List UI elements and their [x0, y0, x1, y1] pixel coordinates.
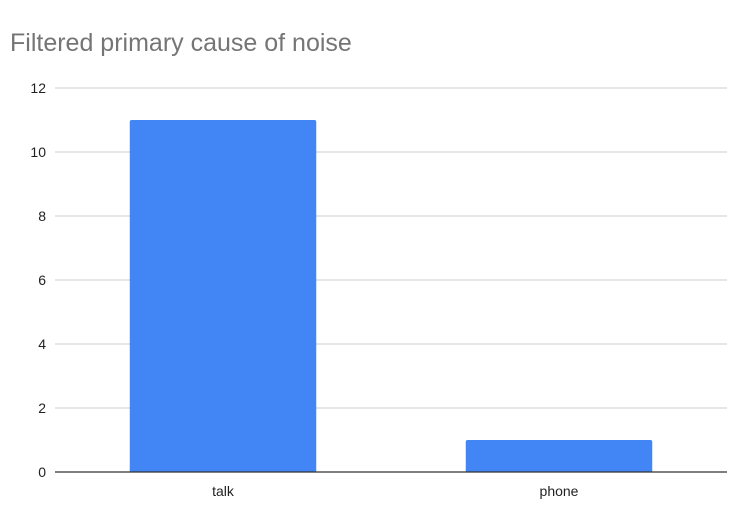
y-tick-label-0: 0 [38, 464, 46, 480]
y-tick-label-4: 4 [38, 336, 46, 352]
y-tick-label-2: 2 [38, 400, 46, 416]
x-tick-label-talk: talk [212, 483, 235, 499]
y-tick-label-10: 10 [30, 144, 46, 160]
x-tick-label-phone: phone [540, 483, 579, 499]
chart-title: Filtered primary cause of noise [10, 29, 352, 57]
bar-talk [129, 120, 317, 472]
y-tick-label-6: 6 [38, 272, 46, 288]
y-tick-label-8: 8 [38, 208, 46, 224]
bar-phone [465, 440, 653, 472]
y-tick-label-12: 12 [30, 80, 46, 96]
